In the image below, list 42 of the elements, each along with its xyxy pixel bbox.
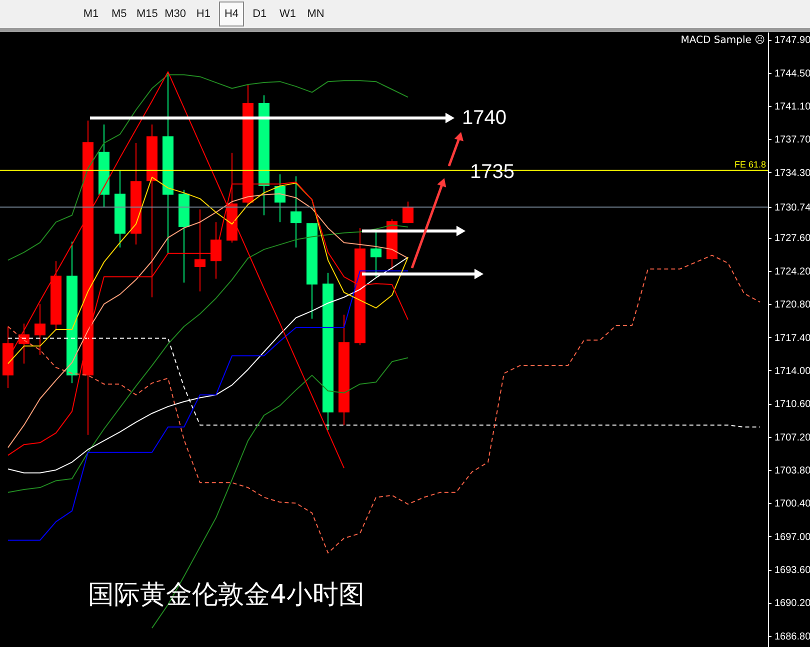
y-tick-label: 1690.20 xyxy=(774,598,810,610)
y-tick-label: 1720.80 xyxy=(774,300,810,311)
text: H1 xyxy=(196,8,210,20)
y-tick-label: 1700.40 xyxy=(774,498,810,510)
y-tick-label: 1724.20 xyxy=(774,266,810,278)
y-tick-label: 1717.40 xyxy=(774,332,810,344)
candlestick xyxy=(274,174,286,223)
y-tick-label: 1741.10 xyxy=(774,101,810,112)
annotation: 1740 xyxy=(462,107,506,129)
line-series xyxy=(8,224,408,493)
y-tick-label: 1686.80 xyxy=(774,631,810,642)
candlestick xyxy=(290,176,302,248)
text: D1 xyxy=(252,8,267,20)
candlestick xyxy=(402,201,414,224)
y-tick-label: 1747.90 xyxy=(774,35,810,46)
y-tick-label: 1693.60 xyxy=(774,565,810,576)
text: H4 xyxy=(224,8,239,20)
y-tick-label: 1730.74 xyxy=(774,202,810,214)
line-series xyxy=(8,254,760,554)
text: M5 xyxy=(111,8,127,20)
annotation: MACD Sample ☹ xyxy=(680,34,765,46)
text: W1 xyxy=(279,8,296,20)
y-tick-label: 1710.60 xyxy=(774,399,810,410)
text: M15 xyxy=(136,8,158,20)
text: M30 xyxy=(164,8,186,20)
line-series xyxy=(8,270,408,541)
candlestick xyxy=(194,208,206,292)
candlestick xyxy=(210,222,222,280)
y-tick-label: 1714.00 xyxy=(774,366,810,377)
line-series xyxy=(8,74,408,261)
y-tick-label: 1727.60 xyxy=(774,233,810,244)
text: MN xyxy=(307,8,324,20)
y-tick-label: 1697.00 xyxy=(774,532,810,543)
candlestick xyxy=(34,304,46,356)
ref-line-label: FE 61.8 xyxy=(734,159,766,170)
annotation: 国际黄金伦敦金4小时图 xyxy=(88,580,365,610)
y-tick-label: 1737.70 xyxy=(774,134,810,146)
y-tick-label: 1734.30 xyxy=(774,168,810,179)
y-tick-label: 1744.50 xyxy=(774,68,810,80)
y-tick-label: 1707.20 xyxy=(774,432,810,444)
y-tick-label: 1703.80 xyxy=(774,465,810,476)
text: M1 xyxy=(83,8,99,20)
